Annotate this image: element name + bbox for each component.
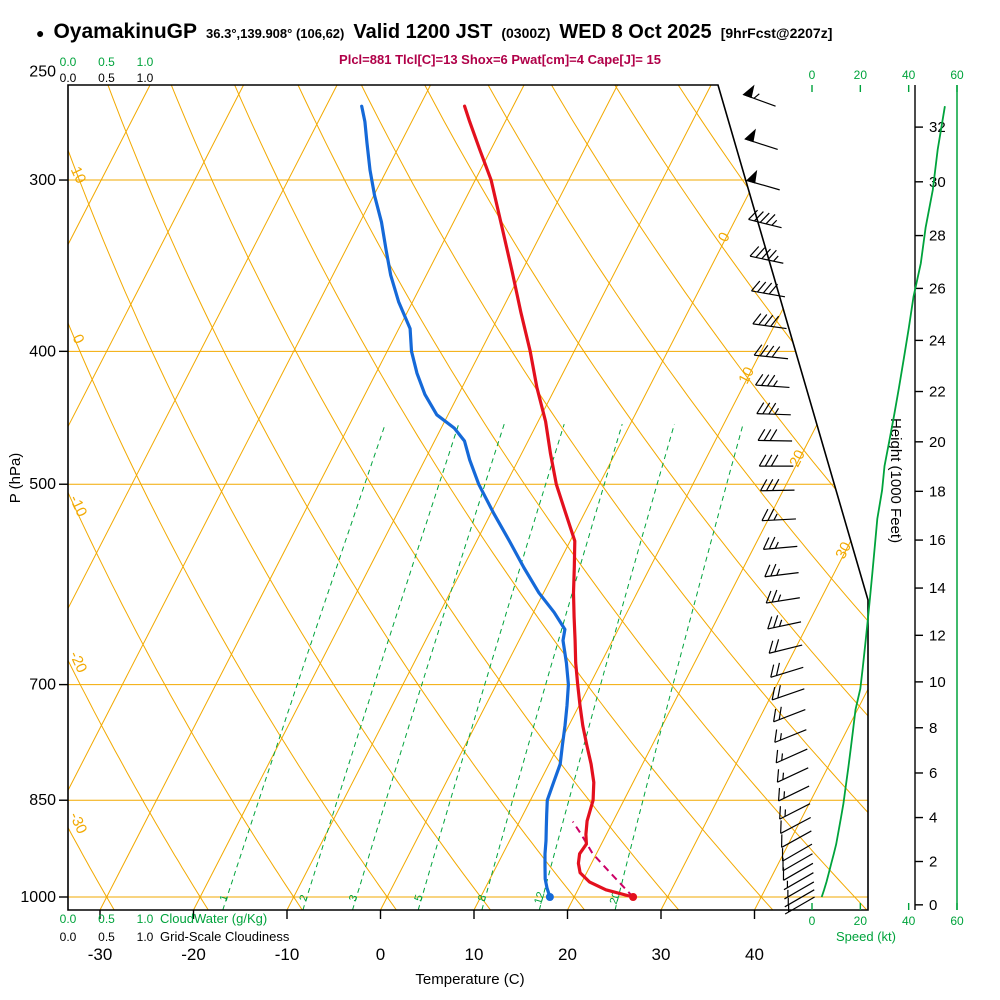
svg-text:14: 14: [929, 580, 946, 597]
svg-text:850: 850: [29, 792, 56, 809]
svg-text:20: 20: [786, 447, 809, 470]
temperature-curve: [463, 104, 635, 899]
svg-text:20: 20: [854, 914, 868, 928]
svg-text:4: 4: [929, 810, 937, 827]
grid-orange: [68, 85, 868, 910]
svg-text:0.0: 0.0: [60, 912, 77, 926]
svg-text:10: 10: [465, 945, 484, 964]
svg-text:30: 30: [652, 945, 671, 964]
svg-text:12: 12: [929, 627, 946, 644]
sounding-curves: [360, 104, 638, 901]
svg-text:28: 28: [929, 228, 946, 245]
svg-text:22: 22: [929, 384, 946, 401]
svg-text:0.5: 0.5: [98, 912, 115, 926]
svg-text:5: 5: [413, 893, 426, 902]
title-bar: ● OyamakinuGP 36.3°,139.908° (106,62) Va…: [36, 20, 832, 44]
station-bullet-icon: ●: [36, 25, 45, 41]
svg-text:-30: -30: [88, 945, 113, 964]
svg-text:-10: -10: [275, 945, 300, 964]
svg-text:Grid-Scale Cloudiness: Grid-Scale Cloudiness: [160, 929, 290, 944]
svg-text:12: 12: [532, 891, 547, 906]
surface-dewpoint-dot: [545, 893, 554, 901]
svg-text:8: 8: [929, 720, 937, 737]
forecast-info: [9hrFcst@2207z]: [720, 25, 833, 41]
svg-text:0.0: 0.0: [60, 930, 77, 944]
svg-text:0: 0: [69, 332, 88, 347]
svg-text:10: 10: [67, 164, 89, 186]
svg-text:24: 24: [929, 332, 946, 349]
svg-text:6: 6: [929, 765, 937, 782]
svg-text:20: 20: [854, 68, 868, 82]
svg-text:26: 26: [929, 280, 946, 297]
svg-text:400: 400: [29, 343, 56, 360]
svg-text:500: 500: [29, 476, 56, 493]
svg-text:1: 1: [218, 893, 231, 902]
svg-text:2: 2: [929, 854, 937, 871]
svg-text:1.0: 1.0: [137, 71, 154, 85]
speed-profile: [820, 106, 946, 898]
svg-text:20: 20: [929, 434, 946, 451]
parcel-stats-line: Plcl=881 Tlcl[C]=13 Shox=6 Pwat[cm]=4 Ca…: [339, 52, 661, 67]
svg-text:10: 10: [929, 674, 946, 691]
svg-text:8: 8: [476, 893, 489, 902]
svg-text:-30: -30: [66, 810, 91, 837]
svg-text:CloudWater (g/Kg): CloudWater (g/Kg): [160, 911, 267, 926]
svg-text:0: 0: [715, 230, 734, 245]
svg-text:Temperature (C): Temperature (C): [415, 971, 524, 988]
svg-text:0.5: 0.5: [98, 71, 115, 85]
svg-text:-20: -20: [66, 649, 91, 676]
svg-text:2: 2: [298, 893, 311, 902]
svg-text:Speed (kt): Speed (kt): [836, 929, 896, 944]
svg-text:-20: -20: [181, 945, 206, 964]
station-coords: 36.3°,139.908° (106,62): [206, 26, 345, 41]
svg-text:0: 0: [809, 68, 816, 82]
surface-temperature-dot: [629, 893, 638, 901]
svg-text:0: 0: [376, 945, 385, 964]
svg-text:60: 60: [950, 68, 964, 82]
svg-text:40: 40: [902, 914, 916, 928]
valid-utc: (0300Z): [501, 25, 551, 41]
svg-text:250: 250: [29, 63, 56, 80]
svg-text:P (hPa): P (hPa): [7, 453, 24, 504]
svg-text:0: 0: [929, 897, 937, 914]
svg-text:0: 0: [809, 914, 816, 928]
valid-date: WED 8 Oct 2025: [559, 21, 712, 43]
svg-text:1.0: 1.0: [137, 930, 154, 944]
svg-text:18: 18: [929, 483, 946, 500]
svg-text:Height (1000 Feet): Height (1000 Feet): [887, 418, 904, 543]
svg-text:16: 16: [929, 532, 946, 549]
svg-text:30: 30: [832, 539, 855, 562]
svg-text:60: 60: [950, 914, 964, 928]
svg-text:1.0: 1.0: [137, 912, 154, 926]
station-name: OyamakinuGP: [53, 20, 198, 43]
svg-text:0.5: 0.5: [98, 55, 115, 69]
dewpoint-curve: [360, 104, 571, 899]
svg-text:0.5: 0.5: [98, 930, 115, 944]
svg-text:10: 10: [735, 364, 758, 387]
svg-text:0.0: 0.0: [60, 71, 77, 85]
wind-barbs: [742, 84, 815, 915]
cloud-scales: 0.0 0.0 0.5 0.5 1.0 1.0 0.0 0.0 0.5 0.5 1.0 1.0 Clou…: [60, 55, 290, 944]
svg-text:30: 30: [929, 174, 946, 191]
svg-text:3: 3: [347, 893, 360, 902]
svg-text:1.0: 1.0: [137, 55, 154, 69]
svg-text:700: 700: [29, 677, 56, 694]
grid-mixing-ratio: [222, 423, 744, 910]
parcel-path: [571, 821, 634, 898]
svg-text:300: 300: [29, 172, 56, 189]
svg-text:0.0: 0.0: [60, 55, 77, 69]
svg-text:20: 20: [558, 945, 577, 964]
svg-text:40: 40: [745, 945, 764, 964]
svg-text:40: 40: [902, 68, 916, 82]
svg-text:1000: 1000: [20, 889, 56, 906]
valid-time: Valid 1200 JST: [353, 21, 493, 43]
